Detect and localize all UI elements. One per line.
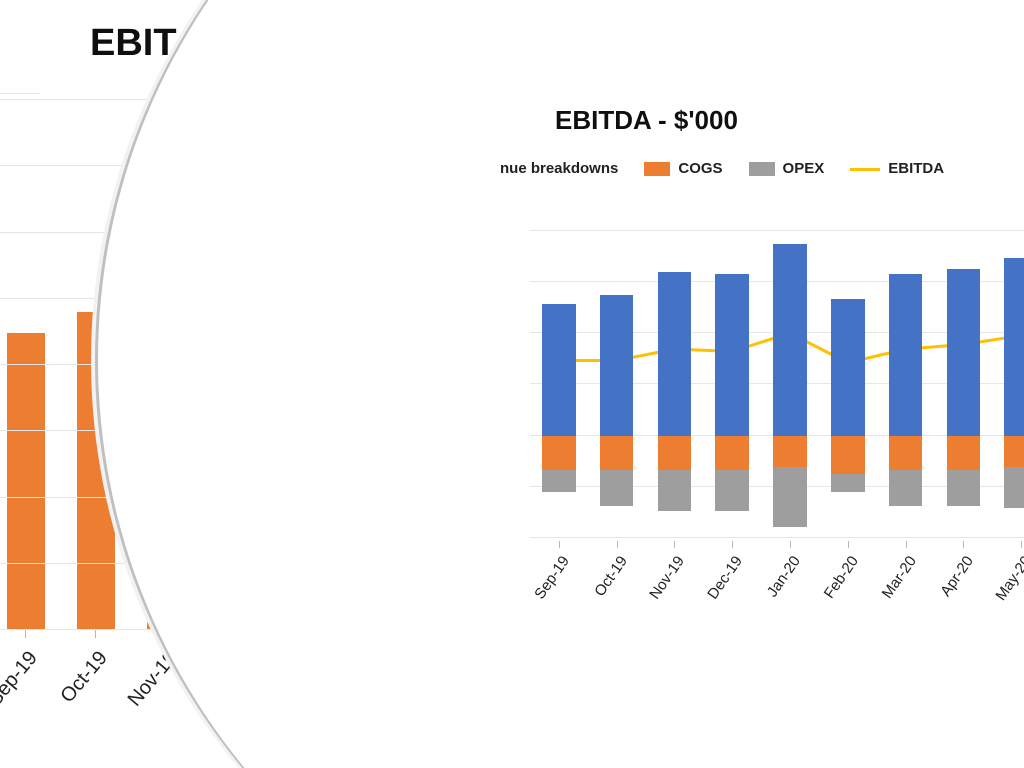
ebitda-opex-bar [715,470,749,511]
ebitda-bar-group [600,208,634,538]
ebitda-tick-label: Mar-20 [878,553,919,602]
ebitda-bar-group [773,208,807,538]
ebitda-tick [906,541,907,548]
legend-item: OPEX [749,160,825,177]
ebitda-opex-bar [947,470,981,506]
ebitda-bar-group [831,208,865,538]
ebitda-revenue-bar [542,304,576,436]
ebitda-opex-bar [658,470,692,511]
ebit-tick-label: Sep-19 [0,647,43,711]
ebitda-tick [848,541,849,548]
ebitda-tick-label: May-20 [992,553,1024,604]
ebitda-cogs-bar [542,436,576,470]
ebit-top-rule [0,93,40,94]
ebitda-bar-group [658,208,692,538]
ebitda-revenue-bar [600,295,634,436]
legend-swatch [749,162,775,176]
legend-swatch [644,162,670,176]
ebitda-tick [617,541,618,548]
legend-item: EBITDA [850,160,944,177]
ebitda-tick [963,541,964,548]
ebitda-tick [790,541,791,548]
ebitda-tick-label: Feb-20 [821,553,862,602]
ebitda-tick-label: Apr-20 [937,553,977,600]
ebitda-opex-bar [1004,467,1024,508]
legend-label: OPEX [783,160,825,177]
ebit-tick-label: Oct-19 [56,647,112,708]
ebitda-x-axis: Sep-19 Oct-19 Nov-19 Dec-19 Jan-20 Feb-20 Mar-… [530,541,1024,621]
ebitda-tick-label: Nov-19 [647,553,689,602]
ebitda-cogs-bar [773,436,807,468]
ebitda-tick-label: Oct-19 [591,553,631,600]
ebitda-chart: EBITDA - $'000 nue breakdowns COGS OPEX EBI… [500,105,1024,665]
ebitda-tick [674,541,675,548]
ebit-bar [7,333,46,630]
ebitda-opex-bar [773,467,807,526]
ebitda-revenue-bar [831,299,865,436]
legend-item: COGS [644,160,722,177]
ebitda-revenue-bar [773,244,807,435]
ebitda-cogs-bar [947,436,981,470]
ebitda-cogs-bar [715,436,749,470]
ebitda-tick [559,541,560,548]
ebitda-opex-bar [831,474,865,492]
ebitda-revenue-bar [947,269,981,435]
ebitda-revenue-bar [658,272,692,436]
ebitda-bar-group [889,208,923,538]
ebitda-bar-group [542,208,576,538]
legend-label: nue breakdowns [500,160,618,177]
ebitda-tick [1021,541,1022,548]
ebitda-plot-area [530,208,1024,538]
legend-item: nue breakdowns [500,160,618,177]
ebitda-cogs-bar [658,436,692,470]
ebitda-bar-group [947,208,981,538]
stage: EBIT - $'000 Sep-19Oct-19Nov-19Dec-19Jan… [0,0,1024,768]
ebitda-legend: nue breakdowns COGS OPEX EBITDA [500,160,1024,177]
ebit-tick [25,630,26,638]
ebitda-tick-label: Sep-19 [531,553,573,602]
ebit-tick [95,630,96,638]
ebitda-tick-label: Jan-20 [764,553,804,600]
ebitda-cogs-bar [600,436,634,470]
ebitda-revenue-bar [1004,258,1024,436]
ebitda-cogs-bar [1004,436,1024,468]
ebitda-opex-bar [889,470,923,506]
legend-line-swatch [850,168,880,171]
ebitda-opex-bar [542,470,576,493]
ebitda-revenue-bar [715,274,749,436]
ebitda-cogs-bar [889,436,923,470]
ebitda-tick [732,541,733,548]
ebitda-cogs-bar [831,436,865,475]
ebitda-title: EBITDA - $'000 [555,105,738,136]
legend-label: EBITDA [888,160,944,177]
ebitda-revenue-bar [889,274,923,436]
legend-label: COGS [678,160,722,177]
ebitda-bar-group [715,208,749,538]
ebitda-tick-label: Dec-19 [704,553,746,602]
ebitda-bar-group [1004,208,1024,538]
ebitda-opex-bar [600,470,634,506]
